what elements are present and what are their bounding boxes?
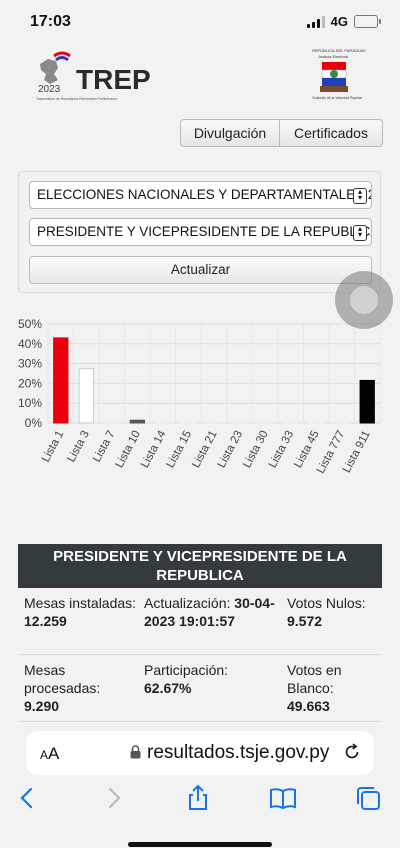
bar: [282, 422, 299, 424]
tsje-logo[interactable]: REPÚBLICA DEL PARAGUAY Justicia Electora…: [306, 48, 366, 104]
tsje-line1: REPÚBLICA DEL PARAGUAY: [312, 48, 366, 53]
nav-button-group: Divulgación Certificados: [180, 119, 383, 147]
home-indicator: [128, 842, 272, 847]
y-tick-label: 30%: [18, 357, 42, 371]
trep-subtitle: Transmisión de Resultados Electorales Pr…: [36, 97, 117, 101]
signal-icon: [306, 15, 325, 28]
bar: [180, 421, 197, 424]
votos-blanco: Votos en Blanco: 49.663: [287, 661, 382, 715]
votos-blanco-label: Votos en Blanco:: [287, 662, 342, 696]
participacion-value: 62.67%: [144, 680, 192, 696]
results-bar-chart: 0%10%20%30%40%50%Lista 1 Lista 3 Lista 7Li…: [18, 317, 381, 476]
update-button[interactable]: Actualizar: [29, 256, 372, 284]
mesas-instaladas-label: Mesas instaladas:: [24, 595, 137, 611]
url-text[interactable]: resultados.tsje.gov.py: [147, 742, 330, 763]
actualizacion-label: Actualización:: [144, 595, 231, 611]
back-icon[interactable]: [13, 784, 41, 812]
participacion-label: Participación:: [144, 662, 229, 678]
mesas-instaladas: Mesas instaladas: 12.259: [24, 594, 139, 630]
mesas-procesadas-value: 9.290: [24, 698, 60, 714]
election-select-value: ELECCIONES NACIONALES Y DEPARTAMENTALES …: [37, 187, 372, 202]
reader-settings-button[interactable]: AAAA: [40, 744, 60, 763]
filter-panel: ELECCIONES NACIONALES Y DEPARTAMENTALES …: [18, 171, 381, 293]
assistive-touch-button[interactable]: [335, 271, 393, 329]
election-select[interactable]: ELECCIONES NACIONALES Y DEPARTAMENTALES …: [29, 181, 372, 209]
forward-icon[interactable]: [100, 784, 128, 812]
trep-logo[interactable]: TREP 2023 Transmisión de Resultados Elec…: [36, 50, 151, 102]
browser-toolbar: [0, 776, 400, 848]
bar: [231, 421, 248, 424]
results-title: PRESIDENTE Y VICEPRESIDENTE DE LA REPUBL…: [18, 544, 382, 588]
x-tick-label: Lista 7: [91, 429, 118, 465]
bar: [359, 379, 375, 424]
address-bar[interactable]: AAAA resultados.tsje.gov.py: [26, 731, 374, 775]
tsje-emblem-icon: [320, 62, 348, 92]
reload-icon[interactable]: [342, 742, 362, 762]
tsje-line3: Custodio de la Voluntad Popular: [312, 96, 363, 100]
status-time: 17:03: [30, 13, 71, 30]
x-tick-label: Lista 1: [40, 429, 67, 465]
participacion: Participación: 62.67%: [144, 661, 284, 697]
results-row: Mesas procesadas: 9.290 Participación: 6…: [18, 655, 382, 722]
bar: [78, 368, 94, 424]
share-icon[interactable]: [184, 784, 212, 812]
bar: [206, 421, 222, 424]
votos-blanco-value: 49.663: [287, 698, 330, 714]
trep-brand: TREP: [76, 64, 151, 95]
browser-address-area: AAAA resultados.tsje.gov.py: [0, 730, 400, 776]
tsje-line2: Justicia Electoral: [318, 54, 349, 59]
position-select[interactable]: PRESIDENTE Y VICEPRESIDENTE DE LA REPUBL…: [29, 218, 372, 246]
y-tick-label: 0%: [25, 416, 43, 430]
network-label: 4G: [330, 14, 348, 29]
bar: [257, 422, 273, 424]
bar: [104, 422, 120, 424]
votos-nulos-value: 9.572: [287, 613, 323, 629]
mesas-procesadas: Mesas procesadas: 9.290: [24, 661, 139, 715]
y-tick-label: 40%: [18, 337, 42, 351]
trep-year: 2023: [38, 84, 61, 95]
y-tick-label: 50%: [18, 317, 42, 331]
results-row: Mesas instaladas: 12.259 Actualización: …: [18, 588, 382, 655]
certificados-button[interactable]: Certificados: [280, 119, 383, 147]
status-indicators: 4G: [306, 14, 381, 29]
tabs-icon[interactable]: [354, 784, 382, 812]
web-page: TREP 2023 Transmisión de Resultados Elec…: [0, 44, 400, 730]
mesas-procesadas-label: Mesas procesadas:: [24, 662, 101, 696]
select-chevron-icon: ▴ ▾: [353, 188, 367, 204]
votos-nulos-label: Votos Nulos:: [287, 595, 366, 611]
position-select-value: PRESIDENTE Y VICEPRESIDENTE DE LA REPUBL…: [37, 224, 372, 239]
lock-icon: [130, 745, 141, 759]
bar: [129, 419, 146, 424]
mesas-instaladas-value: 12.259: [24, 613, 67, 629]
battery-icon: [354, 15, 381, 28]
actualizacion: Actualización: 30-04-2023 19:01:57: [144, 594, 284, 630]
y-tick-label: 10%: [18, 396, 42, 410]
bar: [53, 337, 69, 424]
votos-nulos: Votos Nulos: 9.572: [287, 594, 382, 630]
bar: [308, 422, 324, 424]
y-tick-label: 20%: [18, 376, 42, 390]
paraguay-map-icon: [40, 51, 71, 84]
x-tick-label: Lista 3: [65, 429, 92, 465]
select-chevron-icon: ▴ ▾: [353, 225, 367, 241]
bar: [155, 422, 171, 424]
bookmarks-icon[interactable]: [269, 784, 297, 812]
results-table: Mesas instaladas: 12.259 Actualización: …: [18, 588, 382, 722]
status-bar: 17:03 4G: [0, 0, 400, 44]
divulgacion-button[interactable]: Divulgación: [180, 119, 280, 147]
bar: [334, 422, 350, 424]
actualizacion-value: 30-04-2023 19:01:57: [144, 595, 275, 629]
